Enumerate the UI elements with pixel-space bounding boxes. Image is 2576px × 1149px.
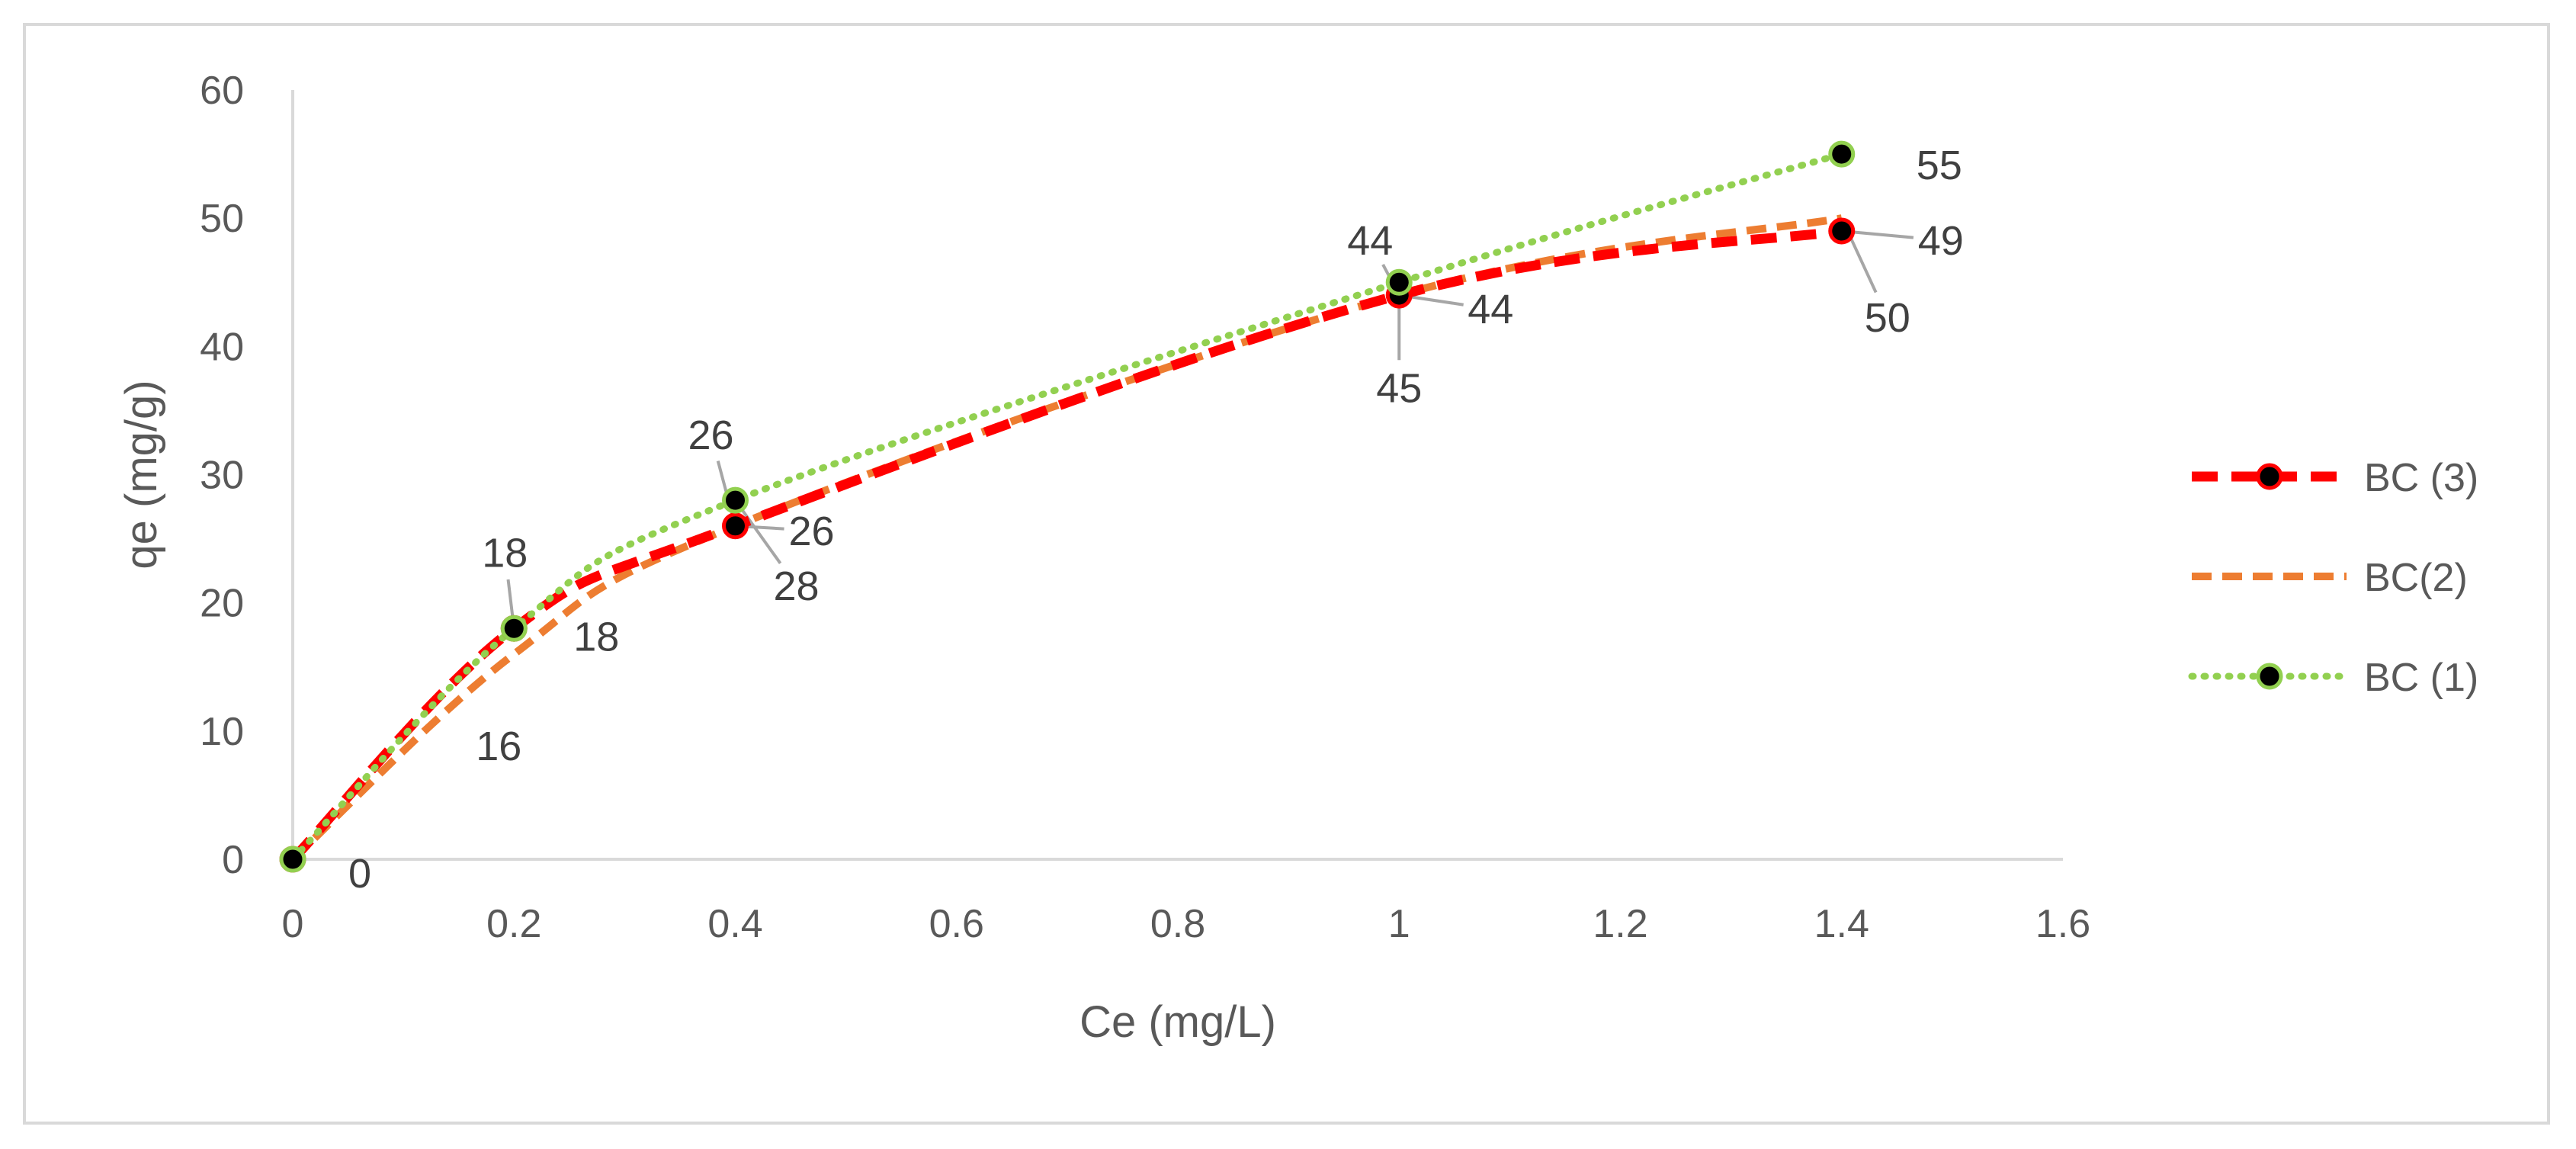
chart-frame xyxy=(23,23,2550,1125)
x-tick-label: 1.6 xyxy=(2035,902,2090,946)
series-markers xyxy=(279,140,1856,873)
legend-label: BC(2) xyxy=(2364,556,2468,600)
y-tick-label: 0 xyxy=(222,838,244,882)
data-point-marker xyxy=(279,846,306,873)
y-tick-label: 20 xyxy=(200,582,244,626)
series-line-2 xyxy=(289,150,1846,863)
legend-swatch-marker xyxy=(2256,463,2283,490)
data-point-marker xyxy=(1385,268,1413,296)
legend: BC (3) BC(2) BC (1) xyxy=(2188,456,2478,700)
data-label: 44 xyxy=(1468,287,1513,332)
series-lines xyxy=(289,150,1846,863)
series-line-0 xyxy=(289,226,1843,863)
x-tick-label: 0.6 xyxy=(929,902,984,946)
legend-label: BC (3) xyxy=(2364,456,2478,500)
x-axis-title: Ce (mg/L) xyxy=(1079,997,1276,1047)
data-label: 50 xyxy=(1865,295,1910,341)
data-label: 28 xyxy=(773,563,819,609)
x-tick-label: 1 xyxy=(1388,902,1410,946)
legend-item: BC (3) xyxy=(2192,456,2478,500)
x-tick-label: 1.4 xyxy=(1814,902,1869,946)
legend-item: BC(2) xyxy=(2192,556,2468,600)
data-labels: 0 18 26 44 49 16 26 44 50 18 28 45 55 xyxy=(348,143,1964,897)
data-label-leader-line xyxy=(737,504,782,565)
y-tick-label: 60 xyxy=(200,69,244,113)
data-point-marker xyxy=(722,512,749,540)
legend-item: BC (1) xyxy=(2188,656,2478,700)
x-tick-label: 0.8 xyxy=(1150,902,1205,946)
y-tick-label: 50 xyxy=(200,197,244,241)
data-label: 26 xyxy=(788,509,834,554)
data-label: 18 xyxy=(482,530,528,576)
y-tick-label: 30 xyxy=(200,454,244,498)
legend-swatch-marker xyxy=(2256,663,2283,690)
y-tick-label: 40 xyxy=(200,325,244,369)
data-label: 44 xyxy=(1347,218,1393,264)
x-tick-label: 0.2 xyxy=(486,902,541,946)
data-point-marker xyxy=(722,486,749,514)
data-label: 26 xyxy=(688,412,733,458)
x-tick-label: 0 xyxy=(282,902,304,946)
data-point-marker xyxy=(500,615,528,642)
x-tick-label: 0.4 xyxy=(707,902,762,946)
data-label: 18 xyxy=(573,614,619,660)
data-label: 45 xyxy=(1376,365,1422,411)
data-label: 55 xyxy=(1917,143,1962,188)
data-label: 16 xyxy=(476,724,521,769)
data-label: 0 xyxy=(348,851,371,897)
axes: 0 0.2 0.4 0.6 0.8 1 1.2 1.4 1.6 0 10 20 30 40 50 60 xyxy=(200,69,2090,946)
data-label-leader-line xyxy=(1847,229,1914,239)
data-label: 49 xyxy=(1918,218,1964,264)
x-tick-label: 1.2 xyxy=(1593,902,1647,946)
data-label-leader-line xyxy=(1404,294,1464,307)
y-tick-label: 10 xyxy=(200,710,244,754)
y-axis-title: qe (mg/g) xyxy=(117,380,166,569)
legend-label: BC (1) xyxy=(2364,656,2478,700)
data-point-marker xyxy=(1828,140,1856,168)
data-point-marker xyxy=(1828,217,1856,245)
